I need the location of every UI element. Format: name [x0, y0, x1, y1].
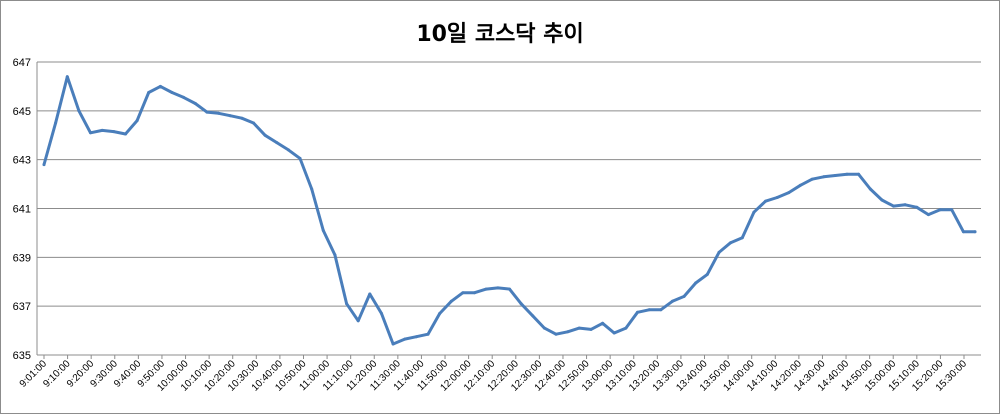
chart-title: 10일 코스닥 추이 — [416, 22, 584, 47]
data-point — [810, 177, 814, 181]
series — [42, 75, 977, 346]
data-point — [333, 253, 337, 257]
y-tick-label: 641 — [13, 204, 31, 216]
data-point — [403, 337, 407, 341]
data-point — [915, 205, 919, 209]
data-point — [682, 294, 686, 298]
data-point — [217, 111, 221, 115]
data-point — [566, 330, 570, 334]
data-point — [961, 230, 965, 234]
data-point — [577, 326, 581, 330]
data-point — [822, 175, 826, 179]
data-point — [65, 75, 69, 79]
data-point — [414, 335, 418, 339]
data-point — [670, 299, 674, 303]
data-point — [461, 291, 465, 295]
data-point — [868, 187, 872, 191]
data-point — [356, 319, 360, 323]
data-point — [89, 131, 92, 135]
data-point — [170, 91, 174, 94]
data-point — [508, 287, 511, 291]
data-point — [752, 210, 756, 214]
data-point — [624, 326, 628, 330]
data-point — [647, 308, 651, 312]
data-point — [787, 191, 791, 195]
data-point — [310, 187, 314, 191]
data-point — [345, 302, 349, 306]
data-point — [612, 331, 616, 335]
y-tick-label: 643 — [13, 155, 31, 167]
data-point — [275, 141, 279, 145]
data-point — [589, 327, 593, 331]
data-point — [903, 203, 907, 207]
data-point — [135, 119, 139, 123]
data-point — [950, 208, 954, 212]
data-point — [496, 286, 500, 290]
y-tick-label: 635 — [13, 350, 31, 362]
data-point — [729, 241, 733, 245]
data-point — [426, 332, 430, 336]
data-point — [542, 326, 546, 330]
data-point — [286, 148, 290, 152]
data-point — [880, 198, 884, 202]
data-point — [484, 287, 488, 291]
data-point — [147, 91, 151, 94]
x-tick-labels: 9:01:009:10:009:20:009:30:009:40:009:50:… — [18, 358, 970, 394]
data-point — [42, 163, 46, 167]
data-point — [636, 310, 639, 314]
data-point — [77, 109, 81, 113]
data-point — [740, 236, 744, 240]
data-point — [833, 174, 837, 177]
y-tick-label: 637 — [13, 301, 31, 313]
data-point — [601, 321, 605, 325]
data-point — [240, 116, 244, 120]
y-tick-label: 647 — [13, 57, 31, 69]
data-point — [519, 302, 523, 306]
data-point — [857, 172, 861, 176]
data-point — [321, 229, 325, 232]
data-point — [926, 213, 930, 217]
data-point — [554, 332, 558, 336]
data-point — [100, 128, 104, 132]
data-point — [205, 110, 209, 114]
y-tick-label: 645 — [13, 106, 31, 118]
data-point — [449, 299, 453, 303]
data-point — [368, 292, 372, 296]
data-point — [438, 312, 442, 315]
data-point — [54, 121, 58, 125]
data-point — [705, 272, 709, 276]
data-point — [380, 312, 383, 315]
data-point — [775, 196, 779, 199]
data-point — [659, 308, 663, 312]
data-point — [298, 156, 302, 160]
data-point — [228, 114, 232, 118]
data-point — [182, 95, 186, 99]
y-tick-label: 639 — [13, 252, 31, 264]
data-point — [973, 230, 977, 234]
data-point — [892, 204, 895, 208]
data-point — [798, 183, 802, 187]
data-point — [112, 130, 116, 134]
data-point — [694, 281, 698, 285]
data-point — [158, 84, 162, 88]
grid-lines — [37, 61, 981, 307]
data-point — [263, 133, 267, 137]
data-point — [252, 121, 255, 125]
series-line — [42, 75, 977, 346]
data-point — [473, 291, 477, 295]
data-point — [764, 199, 767, 203]
data-point — [391, 342, 395, 346]
data-point — [845, 172, 849, 176]
data-point — [193, 102, 197, 105]
y-tick-labels: 635 637 639 641 643 645 647 — [13, 57, 31, 362]
data-point — [531, 314, 535, 318]
data-point — [938, 208, 942, 212]
data-point — [717, 250, 721, 254]
data-point — [124, 132, 127, 136]
axes — [36, 62, 981, 359]
